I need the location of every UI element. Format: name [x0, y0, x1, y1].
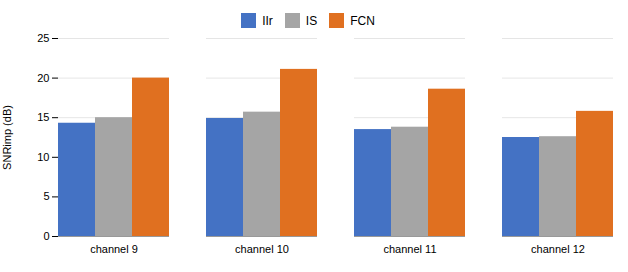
- svg-text:channel 10: channel 10: [235, 243, 289, 255]
- html-text:IIr: IIr: [262, 13, 273, 28]
- svg-text:15: 15: [37, 111, 49, 123]
- svg-text:0: 0: [43, 230, 49, 242]
- svg-text:10: 10: [37, 151, 49, 163]
- svg-text:20: 20: [37, 72, 49, 84]
- svg-text:25: 25: [37, 32, 49, 44]
- svg-text:channel 12: channel 12: [531, 243, 585, 255]
- svg-text:channel 11: channel 11: [383, 243, 436, 255]
- svg-text:channel 9: channel 9: [90, 243, 138, 255]
- svg-text:5: 5: [43, 190, 49, 202]
- html-text:IS: IS: [305, 13, 318, 28]
- html-text:FCN: FCN: [350, 13, 375, 28]
- svg-text:SNRimp (dB): SNRimp (dB): [1, 105, 13, 170]
